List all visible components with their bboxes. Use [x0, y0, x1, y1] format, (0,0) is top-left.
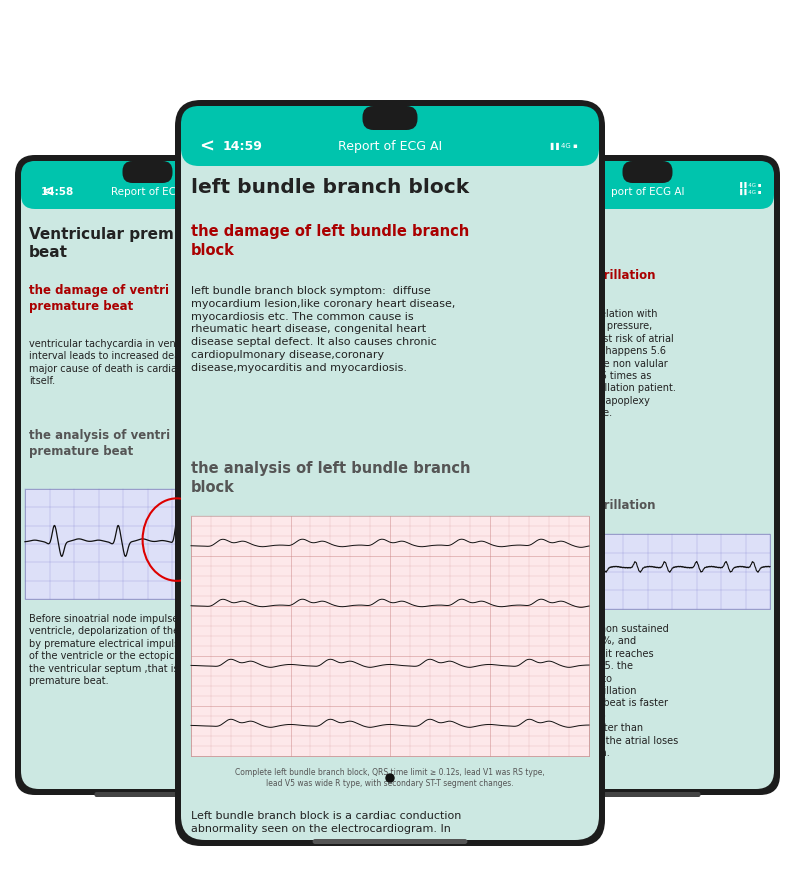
- FancyBboxPatch shape: [521, 161, 774, 789]
- Text: of atrial fibrillation: of atrial fibrillation: [529, 269, 656, 282]
- FancyBboxPatch shape: [122, 161, 172, 183]
- Text: ▐▐ 4G ▪: ▐▐ 4G ▪: [738, 189, 762, 195]
- Circle shape: [386, 774, 394, 782]
- Text: left bundle branch block symptom:  diffuse
myocardium lesion,like coronary heart: left bundle branch block symptom: diffus…: [191, 286, 455, 373]
- Text: port of ECG AI: port of ECG AI: [611, 187, 684, 197]
- Text: Before sinoatrial node impulse c
ventricle, depolarization of the
by premature e: Before sinoatrial node impulse c ventric…: [29, 614, 187, 686]
- FancyBboxPatch shape: [21, 161, 274, 209]
- FancyBboxPatch shape: [95, 792, 201, 797]
- FancyBboxPatch shape: [21, 161, 274, 789]
- Text: <: <: [41, 185, 54, 200]
- FancyBboxPatch shape: [181, 106, 599, 840]
- Text: 14:59: 14:59: [223, 141, 262, 153]
- FancyBboxPatch shape: [363, 106, 417, 130]
- Text: ventricular tachycardia in ventr
interval leads to increased deat
major cause of: ventricular tachycardia in ventr interva…: [29, 339, 184, 386]
- Text: ▐▐ 4G ▪: ▐▐ 4G ▪: [738, 182, 762, 188]
- FancyBboxPatch shape: [623, 161, 672, 183]
- FancyBboxPatch shape: [525, 534, 770, 609]
- Text: left bundle branch block: left bundle branch block: [191, 178, 469, 197]
- Text: illation: illation: [529, 227, 589, 242]
- Text: of atrial fibrillation: of atrial fibrillation: [529, 499, 656, 512]
- Text: ▐▐ 4G ▪: ▐▐ 4G ▪: [238, 189, 261, 195]
- FancyBboxPatch shape: [181, 106, 599, 166]
- Text: Report of ECG: Report of ECG: [111, 187, 184, 197]
- FancyBboxPatch shape: [313, 839, 468, 844]
- Text: the damage of left bundle branch
block: the damage of left bundle branch block: [191, 224, 469, 258]
- Text: Report of ECG AI: Report of ECG AI: [338, 141, 442, 153]
- Text: Complete left bundle branch block, QRS time limit ≥ 0.12s, lead V1 was RS type,
: Complete left bundle branch block, QRS t…: [235, 768, 545, 788]
- Text: Left bundle branch block is a cardiac conduction
abnormality seen on the electro: Left bundle branch block is a cardiac co…: [191, 811, 461, 834]
- FancyBboxPatch shape: [515, 155, 780, 795]
- Text: the analysis of left bundle branch
block: the analysis of left bundle branch block: [191, 461, 471, 495]
- FancyBboxPatch shape: [191, 516, 589, 756]
- FancyBboxPatch shape: [521, 161, 774, 209]
- Text: ▐▐ 4G ▪: ▐▐ 4G ▪: [548, 143, 578, 151]
- Text: n has a close relation with
ase, high blood pressure,
ne of the biggest risk of : n has a close relation with ase, high bl…: [529, 309, 676, 418]
- FancyBboxPatch shape: [595, 792, 701, 797]
- FancyBboxPatch shape: [175, 100, 605, 846]
- Text: the most common sustained
pens about 0.4%, and
s getting older. it reaches
peopl: the most common sustained pens about 0.4…: [529, 624, 679, 758]
- FancyBboxPatch shape: [25, 489, 270, 599]
- Text: the damage of ventri
premature beat: the damage of ventri premature beat: [29, 284, 169, 313]
- Text: <: <: [199, 138, 214, 156]
- Text: Ventricular prem
beat: Ventricular prem beat: [29, 227, 174, 260]
- FancyBboxPatch shape: [15, 155, 280, 795]
- Text: 14:58: 14:58: [41, 187, 74, 197]
- Text: the analysis of ventri
premature beat: the analysis of ventri premature beat: [29, 429, 170, 458]
